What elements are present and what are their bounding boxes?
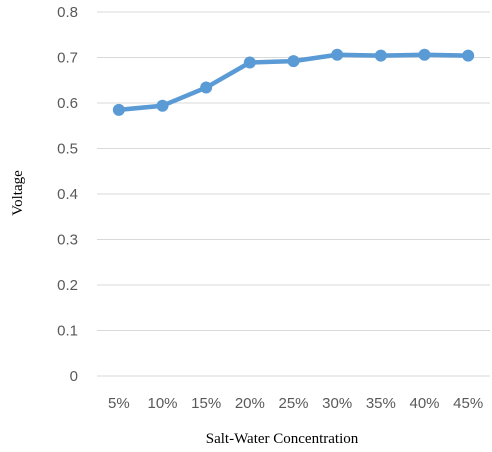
y-tick-label: 0.2 bbox=[57, 277, 78, 294]
x-axis-title: Salt-Water Concentration bbox=[206, 431, 359, 447]
data-series bbox=[112, 48, 475, 116]
x-tick-label: 20% bbox=[235, 395, 265, 412]
y-tick-label: 0.3 bbox=[57, 232, 78, 249]
y-tick-label: 0 bbox=[70, 368, 78, 385]
y-tick-label: 0.1 bbox=[57, 323, 78, 340]
y-axis-tick-labels: 0 0.1 0.2 0.3 0.4 0.5 0.6 0.7 0.8 bbox=[57, 4, 78, 385]
y-axis-title: Voltage bbox=[10, 170, 26, 216]
data-point bbox=[462, 49, 475, 62]
x-tick-label: 40% bbox=[409, 395, 439, 412]
x-tick-label: 25% bbox=[278, 395, 308, 412]
data-point bbox=[418, 48, 431, 61]
x-tick-label: 5% bbox=[108, 395, 130, 412]
y-tick-label: 0.7 bbox=[57, 50, 78, 67]
x-axis-tick-labels: 5% 10% 15% 20% 25% 30% 35% 40% 45% bbox=[108, 395, 483, 412]
y-tick-label: 0.6 bbox=[57, 95, 78, 112]
y-tick-label: 0.5 bbox=[57, 141, 78, 158]
data-point bbox=[287, 55, 300, 68]
data-point bbox=[374, 49, 387, 62]
data-point bbox=[243, 56, 256, 69]
data-point bbox=[156, 99, 169, 112]
x-tick-label: 10% bbox=[147, 395, 177, 412]
y-tick-label: 0.4 bbox=[57, 186, 78, 203]
x-tick-label: 15% bbox=[191, 395, 221, 412]
data-point bbox=[331, 48, 344, 61]
data-point bbox=[112, 103, 125, 116]
x-tick-label: 45% bbox=[453, 395, 483, 412]
x-tick-label: 35% bbox=[366, 395, 396, 412]
data-point bbox=[200, 81, 213, 94]
x-tick-label: 30% bbox=[322, 395, 352, 412]
y-tick-label: 0.8 bbox=[57, 4, 78, 21]
